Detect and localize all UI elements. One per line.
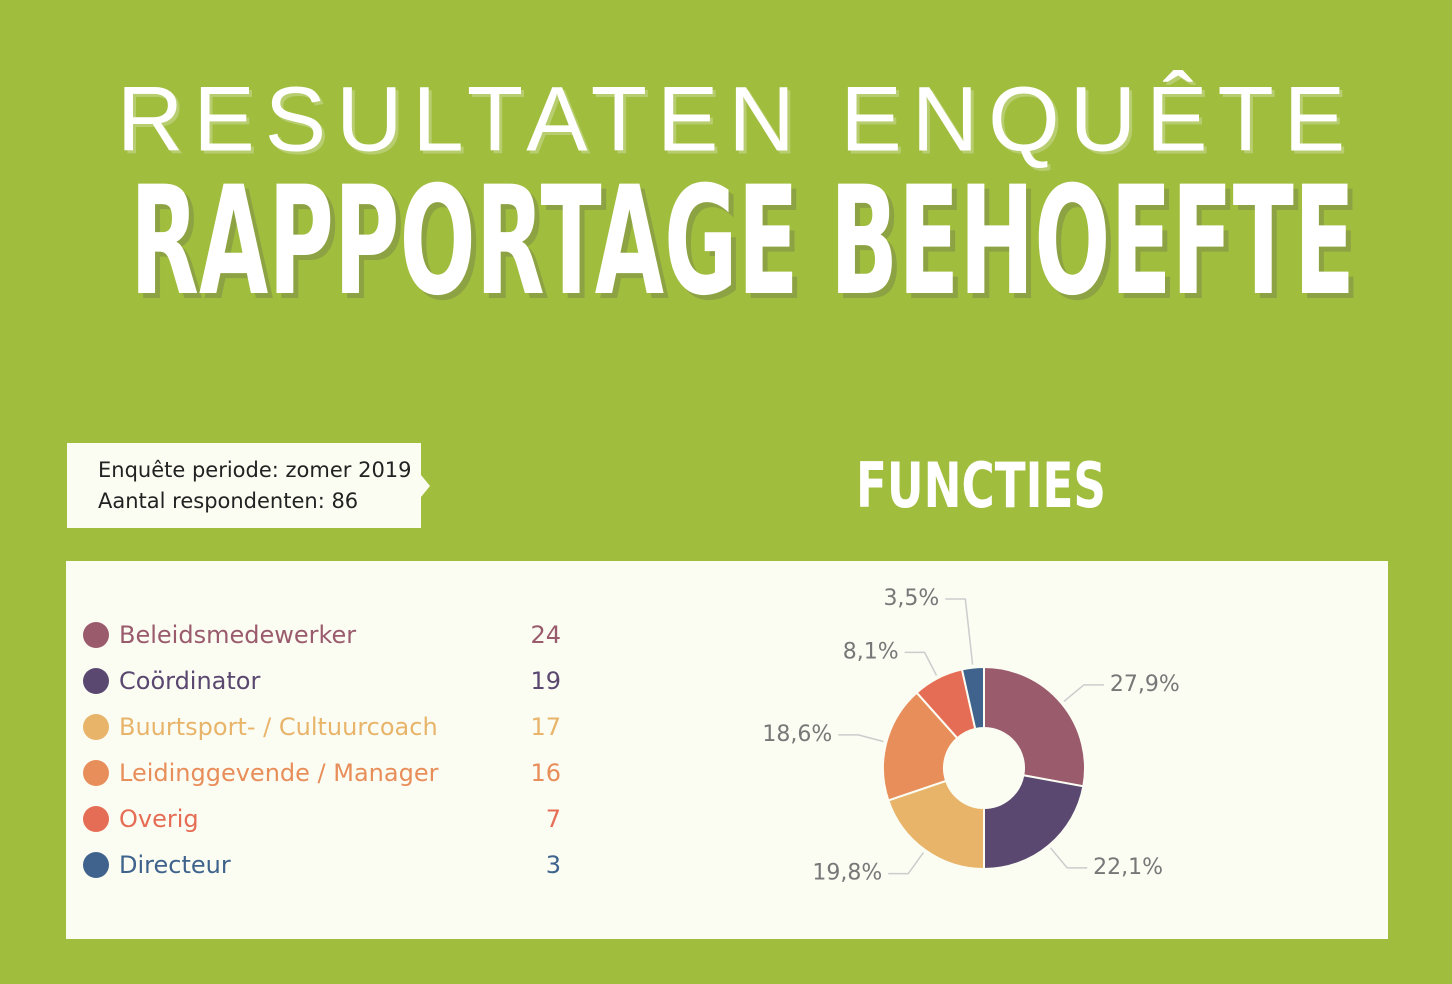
legend-label: Leidinggevende / Manager: [119, 759, 439, 787]
legend-label: Coördinator: [119, 667, 260, 695]
slice-label: 8,1%: [843, 639, 899, 664]
legend-swatch: [83, 714, 109, 740]
subtitle: RAPPORTAGE BEHOEFTE: [130, 155, 1355, 329]
legend-count: 24: [530, 621, 561, 649]
leader-line: [904, 651, 938, 676]
legend-label: Buurtsport- / Cultuurcoach: [119, 713, 438, 741]
legend-swatch: [83, 668, 109, 694]
leader-line: [888, 852, 925, 875]
leader-line: [945, 598, 974, 665]
slice: [983, 665, 1086, 788]
legend-label: Beleidsmedewerker: [119, 621, 356, 649]
chart-panel: [66, 561, 1388, 939]
leader-line: [838, 734, 884, 743]
legend-count: 19: [530, 667, 561, 695]
chart-title: FUNCTIES: [856, 449, 1106, 522]
info-line: Enquête periode: zomer 2019: [98, 458, 412, 482]
slice: [983, 774, 1085, 871]
slice: [960, 665, 985, 731]
legend-swatch: [83, 852, 109, 878]
slice: [882, 691, 959, 802]
legend-swatch: [83, 622, 109, 648]
slice-label: 3,5%: [883, 586, 939, 611]
slice: [887, 779, 985, 871]
legend-swatch: [83, 806, 109, 832]
legend-count: 7: [546, 805, 561, 833]
legend-label: Overig: [119, 805, 199, 833]
info-box: [67, 443, 430, 528]
legend-count: 17: [530, 713, 561, 741]
leader-line: [1063, 684, 1104, 703]
leader-line: [1049, 847, 1088, 869]
slice-label: 18,6%: [762, 722, 832, 747]
slice-label: 27,9%: [1110, 672, 1180, 697]
legend-swatch: [83, 760, 109, 786]
slice-label: 22,1%: [1093, 855, 1163, 880]
slice-label: 19,8%: [812, 861, 882, 886]
title-shadow: RESULTATEN ENQUÊTE: [120, 71, 1358, 173]
title: RESULTATEN ENQUÊTE: [117, 68, 1355, 170]
legend-count: 16: [530, 759, 561, 787]
info-line: Aantal respondenten: 86: [98, 489, 358, 513]
legend-label: Directeur: [119, 851, 231, 879]
subtitle-shadow: RAPPORTAGE BEHOEFTE: [135, 160, 1360, 334]
legend-count: 3: [546, 851, 561, 879]
